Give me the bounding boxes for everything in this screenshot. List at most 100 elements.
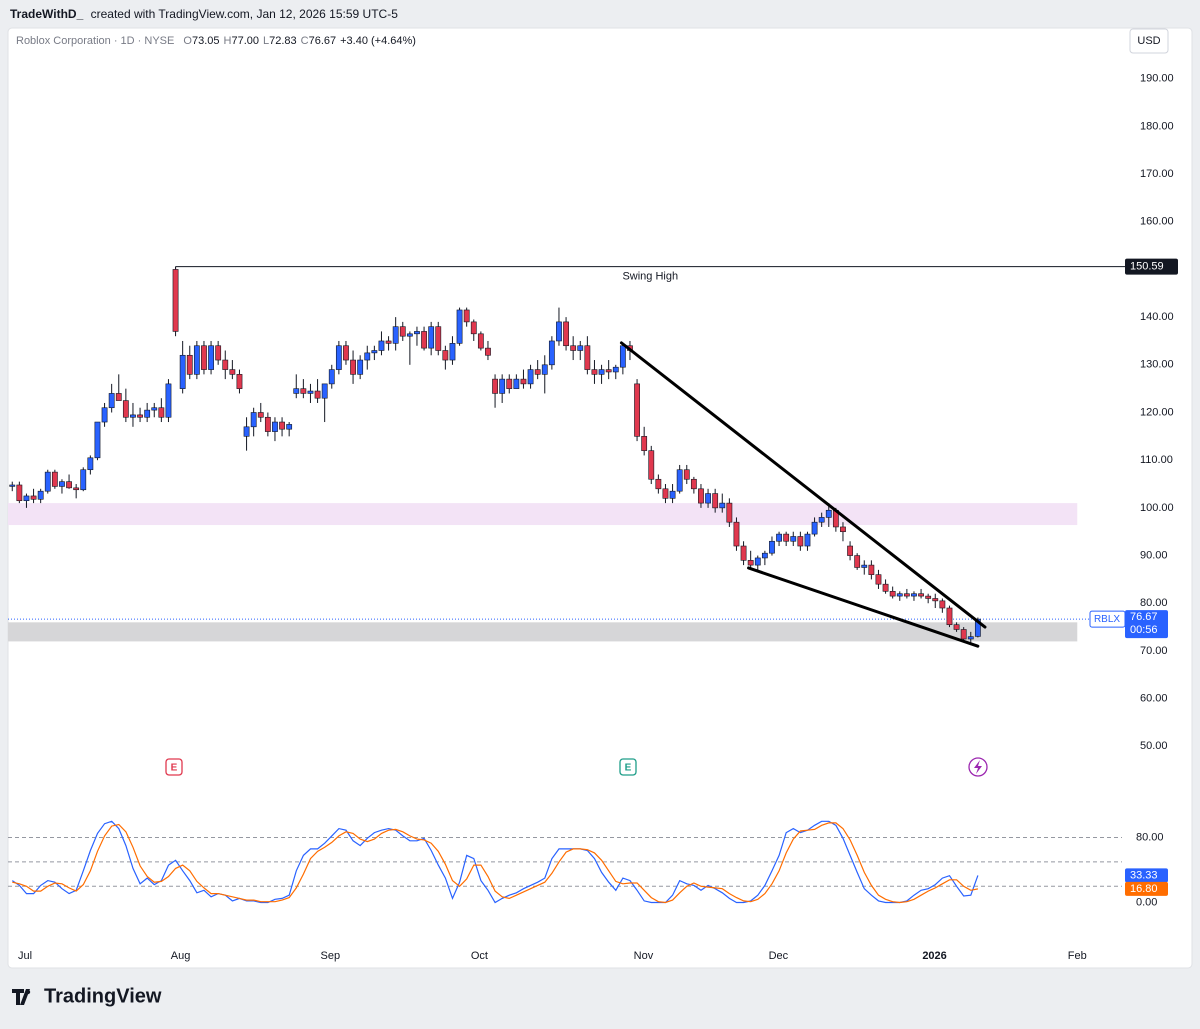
price-zone: [8, 622, 1078, 642]
currency[interactable]: USD: [1137, 35, 1160, 47]
y-tick-label: 170.00: [1140, 168, 1174, 180]
symbol-tag-label: RBLX: [1094, 614, 1120, 625]
candle-body: [16, 484, 23, 502]
candle-body: [669, 490, 676, 499]
candle-body: [23, 495, 30, 502]
candle-body: [960, 629, 967, 640]
x-tick-label: Feb: [1068, 950, 1087, 962]
candle-body: [783, 533, 790, 542]
candle-body: [414, 331, 420, 335]
earnings-label[interactable]: E: [625, 763, 632, 774]
candle-body: [208, 345, 214, 370]
lightning-icon: [974, 760, 982, 774]
x-tick-label: Nov: [634, 950, 654, 962]
candle-body: [790, 536, 797, 542]
y-tick-label: 120.00: [1140, 406, 1174, 418]
candle-body: [193, 345, 200, 375]
caption: created with TradingView.com, Jan 12, 20…: [91, 7, 399, 21]
candle-body: [591, 369, 598, 375]
candle-body: [115, 393, 122, 401]
candle-body: [499, 378, 506, 394]
candle-body: [51, 471, 58, 487]
candle-body: [385, 340, 392, 344]
candle-body: [108, 393, 115, 409]
earnings-badge[interactable]: [619, 758, 637, 776]
candle-body: [9, 484, 16, 487]
oscillator-tag-label: 16.80: [1130, 883, 1158, 895]
candle-body: [449, 343, 456, 361]
candle-body: [236, 374, 243, 389]
ohlc-key: L: [263, 35, 269, 47]
candle-body: [463, 309, 470, 323]
candle-body: [257, 412, 264, 418]
change: +3.40 (+4.64%): [340, 35, 416, 47]
candle-body: [520, 378, 527, 385]
candle-body: [307, 390, 314, 394]
candle-body: [73, 487, 80, 491]
candle-body: [797, 536, 804, 547]
earnings-badge[interactable]: [165, 758, 183, 776]
candle-body: [584, 345, 591, 370]
earnings-label[interactable]: E: [171, 763, 178, 774]
candle-body: [690, 478, 697, 490]
candle-body: [882, 583, 889, 592]
candle-body: [825, 509, 832, 518]
candle-body: [563, 321, 569, 347]
y-tick-label: 140.00: [1140, 311, 1174, 323]
candle-body: [570, 345, 577, 351]
candle-body: [740, 545, 747, 561]
candle-body: [761, 552, 768, 559]
candle-body: [477, 333, 484, 349]
logo-dot: [25, 989, 31, 995]
symbol-legend: Roblox Corporation · 1D · NYSE O73.05 H77…: [16, 35, 416, 47]
currency-button[interactable]: [1129, 28, 1169, 54]
candle-body: [321, 383, 328, 399]
candle-body: [662, 488, 669, 499]
ohlc-key: H: [224, 35, 232, 47]
ohlc-value: 72.83: [269, 35, 297, 47]
logo-text: TradingView: [44, 985, 162, 1007]
candle-body: [577, 345, 584, 351]
last-price-value: 76.67: [1130, 611, 1158, 623]
y-tick-label: 90.00: [1140, 549, 1168, 561]
candle-body: [264, 416, 271, 432]
x-tick-label: Dec: [769, 950, 789, 962]
candle-body: [101, 407, 108, 423]
candle-body: [818, 517, 825, 523]
candle-body: [357, 359, 364, 375]
candle-body: [946, 607, 953, 626]
candle-body: [747, 560, 754, 566]
candle-body: [811, 521, 818, 535]
candle-body: [222, 359, 229, 370]
candle-body: [406, 333, 413, 337]
candle-body: [548, 340, 555, 366]
candle-body: [875, 574, 882, 585]
last-price-tag: [1125, 610, 1168, 639]
candle-body: [286, 424, 293, 430]
candle-body: [641, 436, 648, 451]
candle-body: [428, 326, 435, 349]
candle-body: [343, 345, 349, 361]
candle-body: [243, 426, 250, 437]
swing-high-value: 150.59: [1130, 261, 1164, 273]
candle-body: [967, 636, 974, 640]
candle-body: [840, 526, 846, 533]
x-tick-label: Oct: [471, 950, 488, 962]
header: TradeWithD_ created with TradingView.com…: [10, 7, 398, 21]
candle-body: [719, 502, 726, 509]
candle-body: [300, 388, 307, 394]
candle-body: [733, 521, 740, 547]
candle-body: [364, 352, 371, 361]
candle-body: [612, 366, 619, 373]
y-tick-label: 100.00: [1140, 502, 1174, 514]
candle-body: [59, 481, 65, 487]
candle-body: [698, 488, 704, 504]
author: TradeWithD_: [10, 7, 84, 21]
ohlc-value: 77.00: [231, 35, 259, 47]
candle-body: [605, 369, 612, 373]
candle-body: [754, 557, 761, 566]
candle-body: [598, 369, 605, 375]
candle-body: [911, 593, 917, 597]
event-markers: E E: [165, 757, 988, 777]
